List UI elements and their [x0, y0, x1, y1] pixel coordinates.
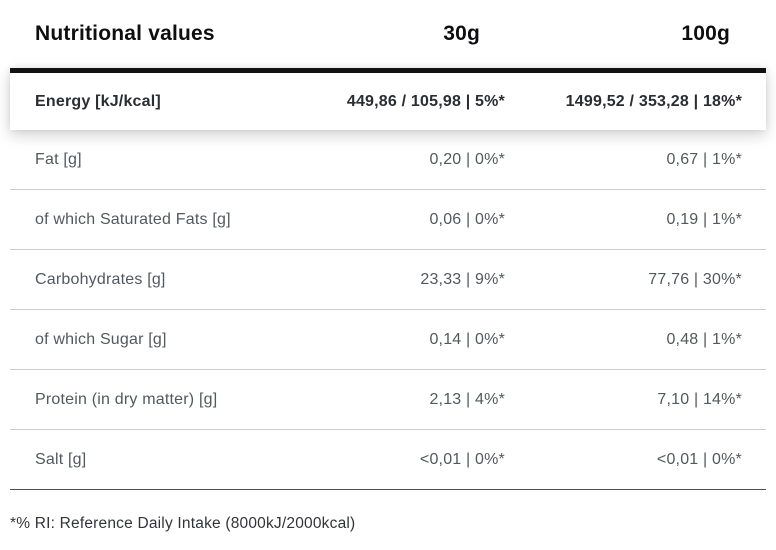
table-row-protein: Protein (in dry matter) [g] 2,13 | 4%* 7… [10, 370, 766, 430]
row-value-30g: 0,20 | 0%* [429, 150, 505, 168]
row-label: Protein (in dry matter) [g] [35, 390, 218, 408]
row-value-30g: 0,14 | 0%* [429, 330, 505, 348]
reference-intake-footnote: *% RI: Reference Daily Intake (8000kJ/20… [10, 515, 356, 532]
nutrition-table: Nutritional values 30g 100g Energy [kJ/k… [10, 0, 766, 532]
row-value-100g: 0,48 | 1%* [666, 330, 742, 348]
row-label: of which Sugar [g] [35, 330, 167, 348]
row-value-100g: 0,19 | 1%* [666, 210, 742, 228]
row-value-30g: 0,06 | 0%* [429, 210, 505, 228]
header-col-100g: 100g [681, 22, 730, 45]
row-label: Salt [g] [35, 450, 87, 468]
row-value-100g: <0,01 | 0%* [656, 450, 742, 468]
table-row-sugar: of which Sugar [g] 0,14 | 0%* 0,48 | 1%* [10, 310, 766, 370]
row-value-100g: 1499,52 / 353,28 | 18%* [565, 92, 742, 110]
row-value-30g: 449,86 / 105,98 | 5%* [346, 92, 505, 110]
header-col-30g: 30g [443, 22, 480, 45]
row-label: Fat [g] [35, 150, 82, 168]
header-nutritional-values: Nutritional values [35, 22, 215, 45]
table-row-saturated-fats: of which Saturated Fats [g] 0,06 | 0%* 0… [10, 190, 766, 250]
energy-highlight-card: Energy [kJ/kcal] 449,86 / 105,98 | 5%* 1… [10, 68, 766, 130]
table-row-carbohydrates: Carbohydrates [g] 23,33 | 9%* 77,76 | 30… [10, 250, 766, 310]
row-value-30g: 23,33 | 9%* [420, 270, 505, 288]
row-value-30g: 2,13 | 4%* [429, 390, 505, 408]
row-value-100g: 7,10 | 14%* [657, 390, 742, 408]
row-label: Energy [kJ/kcal] [35, 92, 161, 110]
row-value-100g: 0,67 | 1%* [666, 150, 742, 168]
row-value-30g: <0,01 | 0%* [419, 450, 505, 468]
row-value-100g: 77,76 | 30%* [648, 270, 742, 288]
table-row-salt: Salt [g] <0,01 | 0%* <0,01 | 0%* [10, 430, 766, 490]
table-header-row: Nutritional values 30g 100g [10, 0, 766, 68]
table-row-energy: Energy [kJ/kcal] 449,86 / 105,98 | 5%* 1… [10, 73, 766, 130]
row-label: of which Saturated Fats [g] [35, 210, 231, 228]
row-label: Carbohydrates [g] [35, 270, 166, 288]
table-row-fat: Fat [g] 0,20 | 0%* 0,67 | 1%* [10, 130, 766, 190]
